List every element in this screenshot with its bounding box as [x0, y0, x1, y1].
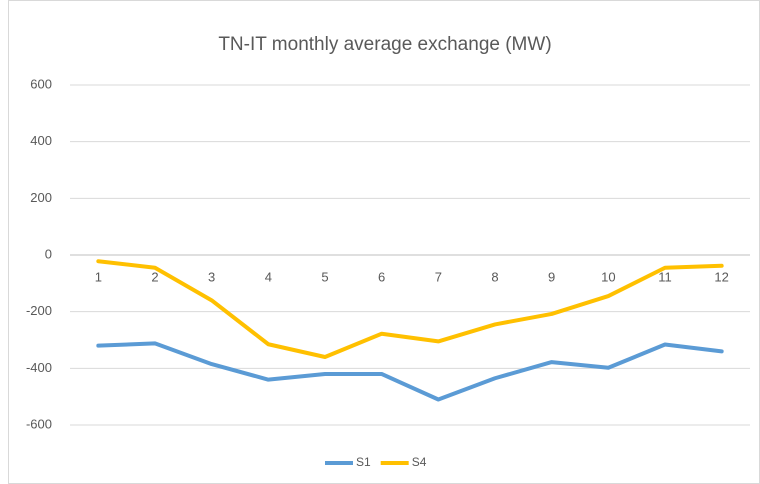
chart-title: TN-IT monthly average exchange (MW): [218, 34, 551, 55]
x-tick-label: 2: [151, 269, 158, 284]
legend-label: S1: [356, 455, 371, 469]
x-tick-label: 9: [548, 269, 555, 284]
x-tick-label: 12: [714, 269, 728, 284]
x-tick-label: 10: [601, 269, 615, 284]
x-tick-label: 4: [265, 269, 272, 284]
x-tick-label: 11: [658, 269, 672, 284]
y-tick-label: 400: [30, 133, 52, 148]
x-tick-label: 1: [95, 269, 102, 284]
x-tick-label: 7: [435, 269, 442, 284]
y-tick-label: -600: [26, 416, 52, 431]
series-line: [96, 341, 724, 402]
y-tick-label: -400: [26, 360, 52, 375]
chart-frame: [8, 0, 760, 484]
y-tick-label: 0: [45, 246, 52, 261]
x-tick-label: 8: [491, 269, 498, 284]
y-tick-label: 200: [30, 190, 52, 205]
x-tick-label: 6: [378, 269, 385, 284]
y-tick-label: -200: [26, 303, 52, 318]
x-tick-label: 3: [208, 269, 215, 284]
y-tick-label: 600: [30, 76, 52, 91]
series-line: [96, 259, 724, 359]
legend-label: S4: [412, 455, 427, 469]
x-tick-label: 5: [321, 269, 328, 284]
